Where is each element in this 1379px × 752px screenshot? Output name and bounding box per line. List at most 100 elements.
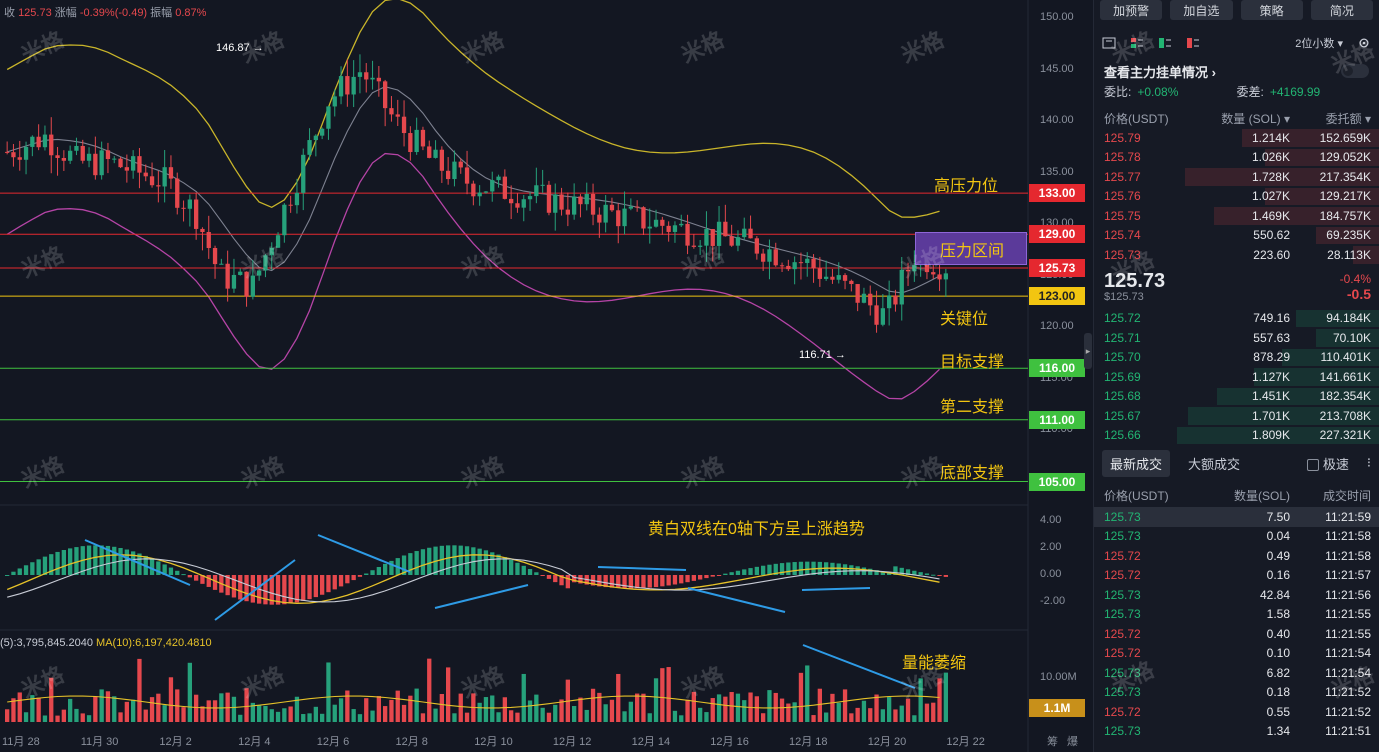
volume-bar [905,698,911,722]
order-total: 227.321K [1319,428,1371,443]
macd-bar [383,563,388,575]
last-price-block: 125.73 $125.73 -0.4% -0.5 [1094,265,1379,309]
macd-bar [798,561,804,575]
panel-collapse-handle[interactable]: ▸ [1084,333,1092,369]
change-value: -0.39%(-0.49) [79,7,148,19]
candle-body [131,156,136,171]
candle-body [156,185,161,187]
chart-canvas[interactable] [0,0,1089,752]
trade-row: 125.73 7.50 11:21:59 [1094,507,1379,527]
overview-button[interactable]: 简况 [1310,0,1373,20]
ask-row[interactable]: 125.77 1.728K 217.354K [1094,167,1379,187]
volume-bar [206,700,211,722]
volume-bar [17,692,22,722]
volume-bar [301,714,306,722]
add-alert-button[interactable]: 加预警 [1100,0,1163,20]
depth-bar [1296,309,1379,327]
bid-row[interactable]: 125.71 557.63 70.10K [1094,328,1379,348]
candle-body [452,161,457,180]
candle-body [855,284,860,303]
macd-bar [527,569,533,575]
candle-body [326,106,331,129]
header-qty[interactable]: 数量 (SOL) ▾ [1221,111,1290,126]
macd-bar [99,545,104,575]
depth-mode-icon[interactable] [1102,37,1116,49]
ask-row[interactable]: 125.76 1.027K 129.217K [1094,187,1379,207]
order-price: 125.74 [1104,228,1141,243]
filter-icon[interactable]: ⁝ [1366,455,1371,470]
ask-row[interactable]: 125.73 223.60 28.113K [1094,245,1379,265]
trend-arrow [687,587,786,613]
trade-price: 125.73 [1104,685,1141,700]
volume-bar [427,658,432,722]
bid-row[interactable]: 125.69 1.127K 141.661K [1094,367,1379,387]
chip-toggle[interactable]: 筹 [1047,736,1058,748]
add-favorite-button[interactable]: 加自选 [1170,0,1233,20]
volume-bar [893,709,898,722]
macd-bar [212,575,218,590]
tab-latest-trades[interactable]: 最新成交 [1102,449,1171,477]
settings-gear-icon[interactable] [1357,37,1371,49]
volume-bar [357,714,363,722]
candle-body [836,275,841,280]
asks-only-icon[interactable] [1186,37,1200,49]
main-orders-toggle[interactable] [1341,64,1369,78]
order-qty: 1.701K [1251,408,1290,423]
volume-bar [490,695,495,722]
ask-row[interactable]: 125.74 550.62 69.235K [1094,226,1379,246]
volume-bar [61,709,66,722]
ask-row[interactable]: 125.78 1.026K 129.052K [1094,148,1379,168]
fast-mode-checkbox[interactable]: 极速 [1306,454,1349,473]
orderbook-main-link[interactable]: 查看主力挂单情况 › [1094,56,1379,80]
macd-bar [635,575,640,589]
kline-chart[interactable]: 收 125.73 涨幅 -0.39%(-0.49) 振幅 0.87% (5):3… [0,0,1092,752]
strategy-button[interactable]: 策略 [1240,0,1303,20]
macd-bar [622,575,627,589]
trade-price: 125.73 [1104,724,1141,739]
macd-bar [244,575,249,602]
low-marker: 116.71 → [799,349,846,361]
trend-arrow [214,559,296,621]
volume-bar [805,665,810,722]
volume-bar [641,693,646,722]
bid-row[interactable]: 125.67 1.701K 213.708K [1094,406,1379,426]
ask-row[interactable]: 125.79 1.214K 152.659K [1094,128,1379,148]
precision-select[interactable]: 2位小数 ▾ [1295,38,1343,50]
macd-bar [420,549,426,575]
depth-bar [1316,226,1379,244]
macd-bar [200,575,205,584]
volume-bar [786,703,791,722]
volume-bar [86,715,92,722]
volume-bar [212,700,218,722]
order-price: 125.72 [1104,311,1141,326]
macd-bar [723,573,728,575]
candle-body [401,116,407,134]
bid-row[interactable]: 125.72 749.16 94.184K [1094,309,1379,329]
volume-bar [798,672,804,722]
volume-bar [49,677,54,722]
volume-bar [338,698,344,722]
order-price: 125.68 [1104,389,1141,404]
candle-body [80,145,85,161]
volume-bar [880,709,885,722]
header-total[interactable]: 委托额 ▾ [1325,111,1371,126]
liquidation-toggle[interactable]: 爆 [1067,736,1078,748]
volume-bar [131,699,136,722]
macd-bar [565,575,570,589]
level-price-tag: 105.00 [1029,472,1085,491]
bids-only-icon[interactable] [1158,37,1172,49]
tab-large-trades[interactable]: 大额成交 [1188,456,1241,472]
volume-bar [628,701,633,722]
bid-row[interactable]: 125.68 1.451K 182.354K [1094,387,1379,407]
macd-bar [414,551,419,575]
macd-axis-label: -2.00 [1040,595,1066,607]
trade-price: 125.73 [1104,607,1141,622]
macd-bar [313,575,318,598]
bid-row[interactable]: 125.66 1.809K 227.321K [1094,426,1379,446]
macd-bar [364,573,369,575]
ask-row[interactable]: 125.75 1.469K 184.757K [1094,206,1379,226]
candle-body [162,167,167,187]
date-label: 11月 28 [2,736,40,748]
both-sides-icon[interactable] [1130,37,1144,49]
bid-row[interactable]: 125.70 878.29 110.401K [1094,348,1379,368]
